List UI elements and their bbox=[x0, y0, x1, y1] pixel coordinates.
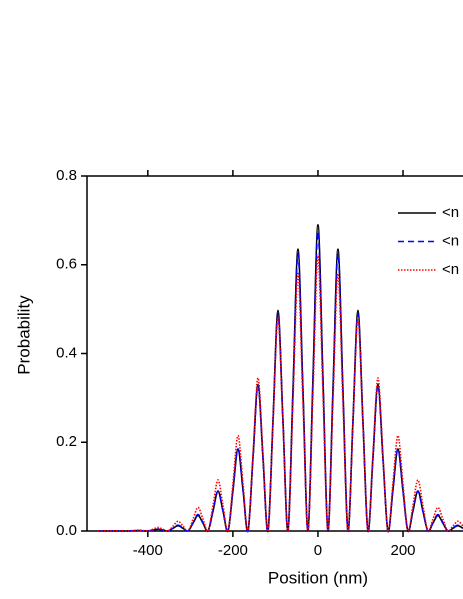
x-tick-label: 200 bbox=[391, 542, 416, 559]
series-line bbox=[98, 224, 463, 533]
y-axis-label: Probability bbox=[14, 295, 33, 375]
x-tick-label: -400 bbox=[133, 542, 163, 559]
series-line bbox=[98, 255, 463, 533]
legend-label: <n bbox=[442, 232, 459, 249]
x-tick-label: -200 bbox=[218, 542, 248, 559]
y-tick-label: 0.2 bbox=[56, 433, 77, 450]
y-tick-label: 0.8 bbox=[56, 167, 77, 184]
legend-label: <n bbox=[442, 261, 459, 278]
x-tick-label: 0 bbox=[314, 542, 322, 559]
y-tick-label: 0.4 bbox=[56, 344, 77, 361]
series-line bbox=[98, 230, 463, 533]
y-tick-label: 0.0 bbox=[56, 522, 77, 539]
y-tick-label: 0.6 bbox=[56, 256, 77, 273]
legend-label: <n bbox=[442, 204, 459, 221]
x-axis-label: Position (nm) bbox=[268, 568, 368, 587]
